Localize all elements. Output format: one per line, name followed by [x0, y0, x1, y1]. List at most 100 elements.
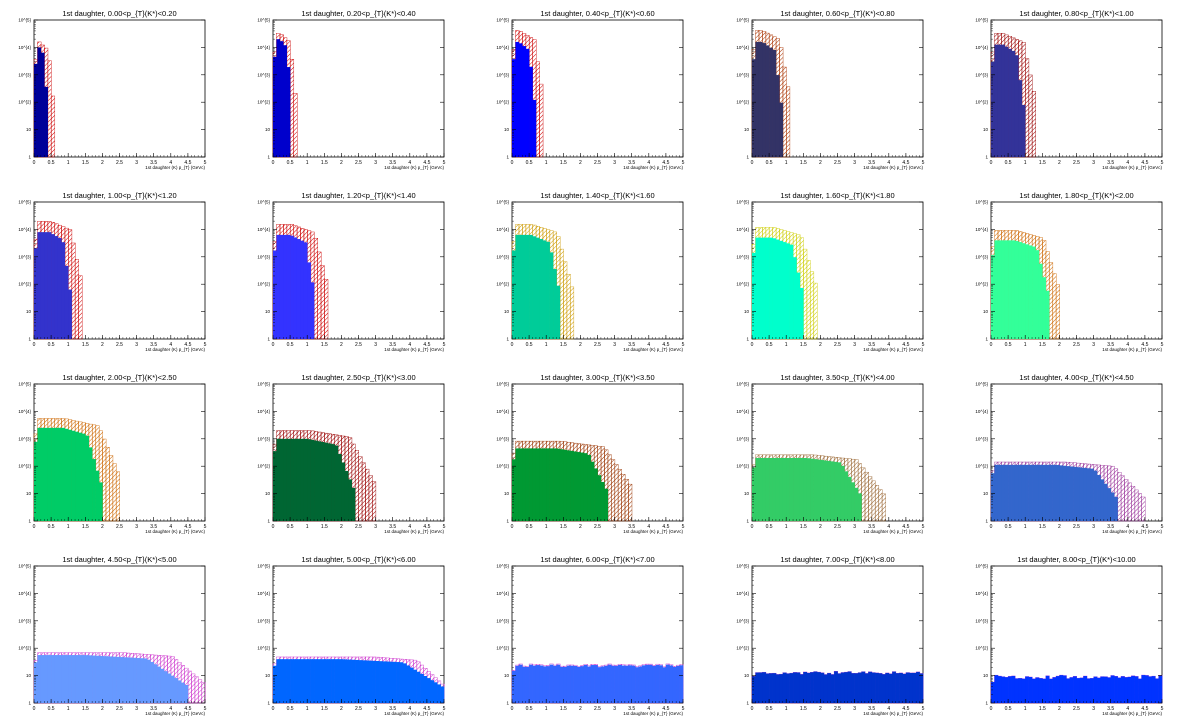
- filled-bar: [529, 66, 533, 157]
- filled-bar: [1120, 676, 1125, 703]
- filled-bar: [88, 447, 93, 521]
- x-tick-label: 2: [340, 342, 343, 348]
- filled-bar: [44, 655, 48, 703]
- filled-bar: [1086, 678, 1091, 703]
- histogram-panel: 1 10 10^{2} 10^{3} 10^{4} 10^{5} 0 0.5 1 1.5 2 2.5 3…: [18, 191, 206, 352]
- x-tick-label: 3: [853, 524, 856, 530]
- filled-bar: [375, 661, 380, 703]
- y-tick-label: 10^{5}: [975, 18, 988, 23]
- filled-bar: [1018, 80, 1023, 157]
- filled-bar: [997, 44, 1002, 157]
- x-tick-label: 2: [340, 524, 343, 530]
- filled-bar: [1004, 240, 1009, 339]
- filled-bar: [994, 240, 999, 339]
- filled-bar: [512, 670, 516, 703]
- filled-bar: [1069, 466, 1074, 521]
- x-tick-label: 3.5: [628, 342, 635, 348]
- y-tick-label: 10^{5}: [496, 382, 509, 387]
- filled-bar: [1100, 676, 1105, 703]
- filled-bar: [61, 427, 66, 521]
- x-tick-label: 1: [785, 342, 788, 348]
- x-tick-label: 3: [374, 342, 377, 348]
- y-tick-label: 10^{3}: [975, 72, 988, 77]
- filled-bar: [40, 655, 45, 703]
- filled-bar: [655, 664, 660, 703]
- hatched-bar: [786, 86, 791, 158]
- filled-bar: [1042, 678, 1047, 703]
- y-tick-label: 1: [506, 701, 509, 706]
- filled-bar: [539, 665, 544, 703]
- filled-bar: [51, 234, 55, 339]
- x-tick-label: 0: [33, 524, 36, 530]
- panel-title: 1st daughter, 1.60<p_{T}(K*)<1.80: [780, 191, 894, 200]
- filled-bar: [54, 236, 59, 339]
- filled-bar: [816, 459, 821, 521]
- y-tick-label: 1: [267, 155, 270, 160]
- histogram-panel: 1 10 10^{2} 10^{3} 10^{4} 10^{5} 0 0.5 1 1.5 2 2.5 3…: [257, 373, 445, 534]
- filled-bar: [88, 655, 93, 703]
- filled-bar: [1076, 467, 1081, 521]
- y-tick-label: 1: [746, 519, 749, 524]
- x-tick-label: 1.5: [800, 342, 807, 348]
- x-tick-label: 5: [922, 160, 925, 166]
- hatched-bar: [1124, 479, 1129, 522]
- hatched-bar: [320, 265, 325, 340]
- filled-bar: [1066, 466, 1070, 521]
- x-tick-label: 4.5: [184, 524, 191, 530]
- y-tick-label: 10^{5}: [736, 564, 749, 569]
- filled-bar: [580, 452, 585, 521]
- x-axis-label: 1st daughter (K) p_{T} (GeVc): [384, 165, 444, 170]
- filled-bar: [529, 448, 533, 521]
- filled-bar: [515, 448, 520, 521]
- y-tick-label: 10^{3}: [496, 72, 509, 77]
- filled-bar: [105, 656, 110, 703]
- filled-bar: [34, 441, 38, 521]
- filled-bar: [310, 439, 315, 521]
- y-tick-label: 10: [983, 491, 989, 496]
- filled-bar: [580, 666, 585, 703]
- filled-bar: [1014, 678, 1019, 703]
- y-tick-label: 1: [506, 155, 509, 160]
- hatched-bar: [71, 242, 76, 340]
- filled-bar: [344, 659, 349, 703]
- panel-title: 1st daughter, 1.00<p_{T}(K*)<1.20: [62, 191, 176, 200]
- filled-bar: [765, 45, 770, 157]
- filled-bar: [351, 487, 356, 521]
- histogram-panel: 1 10 10^{2} 10^{3} 10^{4} 10^{5} 0 0.5 1 1.5 2 2.5 3…: [736, 9, 924, 170]
- histogram-panel: 1 10 10^{2} 10^{3} 10^{4} 10^{5} 0 0.5 1 1.5 2 2.5 3…: [496, 9, 684, 170]
- filled-bar: [752, 467, 756, 521]
- y-tick-label: 10^{3}: [257, 72, 270, 77]
- x-tick-label: 5: [204, 706, 207, 712]
- filled-bar: [810, 672, 814, 703]
- filled-bar: [423, 675, 428, 703]
- x-tick-label: 4.5: [1141, 524, 1148, 530]
- filled-bar: [851, 673, 855, 703]
- y-tick-label: 10^{3}: [18, 254, 31, 259]
- filled-bar: [755, 41, 760, 157]
- filled-bar: [61, 242, 66, 339]
- x-tick-label: 4.5: [1141, 160, 1148, 166]
- filled-bar: [525, 48, 530, 157]
- filled-bar: [532, 448, 537, 521]
- y-tick-label: 10^{5}: [257, 18, 270, 23]
- filled-bar: [793, 257, 797, 339]
- y-tick-label: 10^{4}: [18, 409, 31, 414]
- filled-bar: [116, 656, 120, 703]
- x-tick-label: 4: [169, 524, 172, 530]
- y-tick-label: 1: [28, 337, 31, 342]
- x-tick-label: 3.5: [868, 160, 875, 166]
- filled-bar: [1004, 677, 1009, 703]
- y-tick-label: 10^{3}: [18, 72, 31, 77]
- y-tick-label: 10^{5}: [257, 382, 270, 387]
- filled-bar: [827, 673, 831, 703]
- x-axis-label: 1st daughter (K) p_{T} (GeVc): [1102, 347, 1162, 352]
- x-tick-label: 3: [613, 706, 616, 712]
- x-tick-label: 1: [67, 706, 70, 712]
- x-tick-label: 1: [67, 160, 70, 166]
- hatched-bar: [607, 454, 612, 522]
- filled-bar: [365, 660, 370, 703]
- y-tick-label: 10^{2}: [736, 282, 749, 287]
- x-tick-label: 1.5: [1039, 160, 1046, 166]
- filled-bar: [1086, 468, 1091, 521]
- hatched-bar: [47, 60, 52, 158]
